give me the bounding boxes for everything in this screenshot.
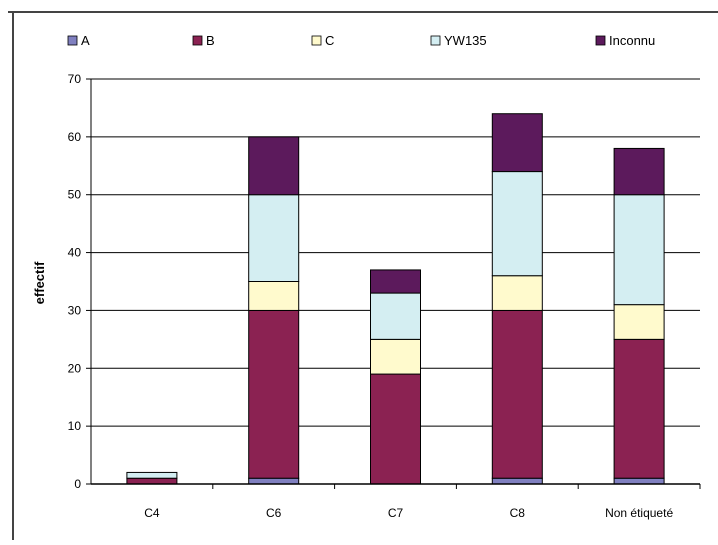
bar-segment-c [370,338,421,375]
bar-segment-yw135 [613,194,665,306]
x-tick-label: Non étiqueté [605,506,673,520]
bar-segment-b [370,373,421,485]
bar-segment-inconnu [248,136,300,196]
bar-segment-a [248,477,300,485]
bar-segment-yw135 [126,471,178,479]
bar-segment-inconnu [491,113,543,173]
legend-swatch-b [192,35,203,46]
y-tick-label: 0 [74,477,81,491]
x-tick-label: C8 [510,506,526,520]
bar-segment-inconnu [370,269,421,294]
y-tick-label: 30 [68,303,82,317]
y-axis-label: effectif [32,261,47,304]
legend-label-yw135: YW135 [444,33,487,48]
legend-swatch-yw135 [430,35,441,46]
y-tick-label: 40 [68,246,82,260]
legend-label-inconnu: Inconnu [609,33,655,48]
y-tick-label: 50 [68,188,82,202]
legend-swatch-c [311,35,322,46]
y-tick-label: 60 [68,130,82,144]
legend: A B C YW135 Inconnu [67,33,655,48]
bar-segment-c [491,275,543,311]
axes: 0 10 20 30 40 50 60 70 C4 C6 C7 C8 Non étiqueté [68,72,701,520]
bar-segment-yw135 [248,194,300,282]
legend-swatch-a [67,35,78,46]
bars [126,113,665,485]
x-tick-label: C7 [388,506,404,520]
bar-segment-inconnu [613,147,665,196]
bar-segment-a [613,477,665,485]
legend-label-b: B [206,33,215,48]
legend-label-c: C [325,33,334,48]
bar-segment-yw135 [491,171,543,277]
x-tick-label: C6 [266,506,282,520]
bar-segment-b [613,338,665,479]
bar-segment-c [248,281,300,311]
legend-label-a: A [81,33,90,48]
bar-segment-c [613,304,665,340]
y-tick-label: 20 [68,361,82,375]
y-tick-label: 10 [68,419,82,433]
bar-segment-b [491,309,543,479]
x-tick-label: C4 [144,506,160,520]
bar-segment-b [248,309,300,479]
legend-swatch-inconnu [595,35,606,46]
y-tick-label: 70 [68,72,82,86]
bar-segment-a [491,477,543,485]
bar-segment-b [126,477,178,485]
bar-segment-yw135 [370,292,421,340]
